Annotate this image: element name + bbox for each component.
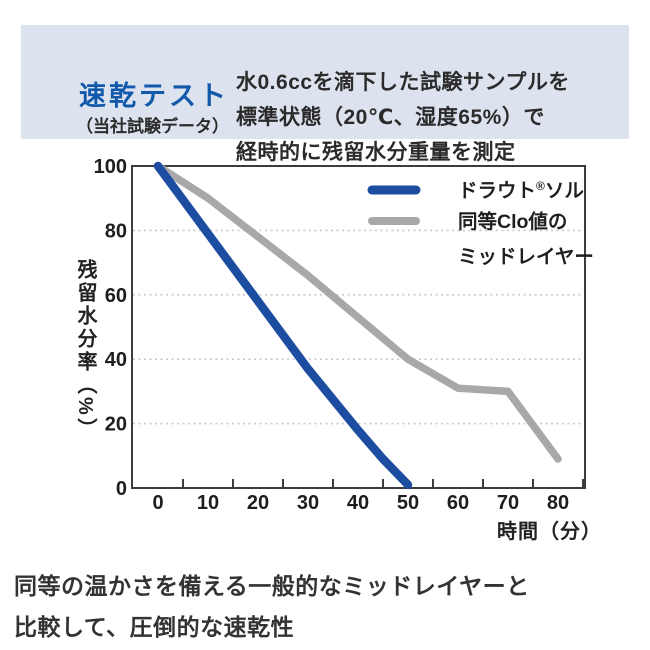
x-tick-label-10: 10 [197, 492, 219, 514]
x-tick-label-30: 30 [297, 492, 319, 514]
x-tick-label-20: 20 [247, 492, 269, 514]
test-header-box: 速乾テスト （当社試験データ） 水0.6ccを滴下した試験サンプルを 標準状態（… [21, 25, 629, 164]
plot-frame [131, 165, 586, 489]
y-tick-label-0: 0 [116, 478, 127, 500]
x-tick-label-40: 40 [347, 492, 369, 514]
y-tick-label-40: 40 [105, 349, 127, 371]
y-tick-label-100: 100 [94, 156, 127, 178]
legend-label-0-0: ドラウト®ソル [458, 179, 584, 202]
x-tick-label-70: 70 [497, 492, 519, 514]
x-tick-label-50: 50 [397, 492, 419, 514]
x-tick-label-0: 0 [152, 492, 163, 514]
series-line-1 [153, 161, 413, 490]
bottom-caption: 同等の温かさを備える一般的なミッドレイヤーと 比較して、圧倒的な速乾性 [14, 566, 530, 648]
drying-time-chart: 0 10 20 30 40 50 60 70 80 0 20 40 60 80 100 ドラウト®ソル同等Cl… [94, 156, 594, 514]
y-axis-title: 残留水分率（%） [74, 259, 96, 441]
caption-line-1: 同等の温かさを備える一般的なミッドレイヤーと [14, 573, 530, 599]
y-tick-label-60: 60 [105, 285, 127, 307]
legend-label-1-0: 同等Clo値の [458, 210, 567, 233]
x-tick-label-60: 60 [447, 492, 469, 514]
x-axis-title: 時間（分） [497, 521, 602, 543]
series-line-0 [154, 162, 562, 463]
y-tick-label-80: 80 [105, 220, 127, 242]
x-tick-label-80: 80 [547, 492, 569, 514]
caption-line-2: 比較して、圧倒的な速乾性 [14, 614, 295, 640]
test-description: 水0.6ccを滴下した試験サンプルを 標準状態（20℃、湿度65%）で 経時的に… [236, 65, 570, 170]
legend-label-1-1: ミッドレイヤー [458, 246, 594, 268]
test-description-line-3: 経時的に残留水分重量を測定 [236, 141, 516, 164]
test-subtitle: （当社試験データ） [76, 117, 229, 136]
test-description-line-2: 標準状態（20℃、湿度65%）で [236, 106, 545, 129]
test-title: 速乾テスト [79, 81, 229, 111]
test-description-line-1: 水0.6ccを滴下した試験サンプルを [236, 71, 570, 94]
y-tick-label-20: 20 [105, 414, 127, 436]
